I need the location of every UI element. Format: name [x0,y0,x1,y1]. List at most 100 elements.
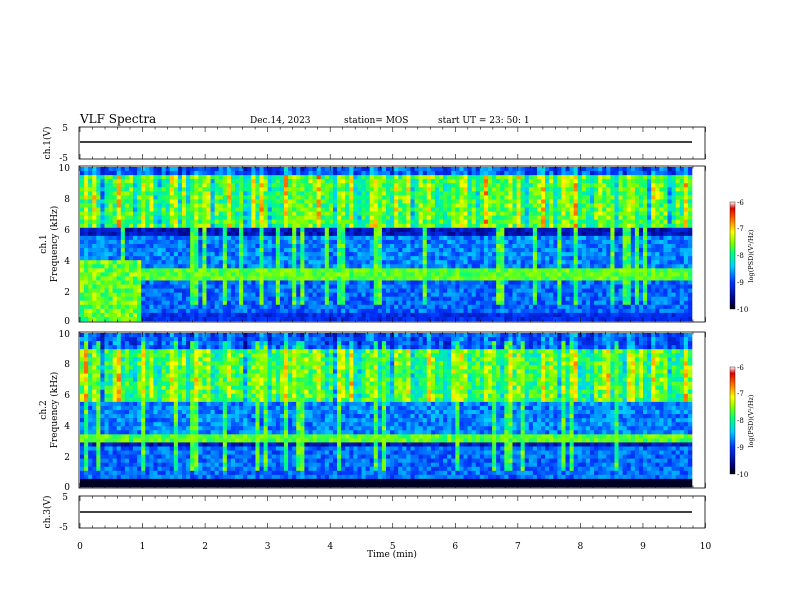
spectrogram-cell [182,227,187,233]
spectrogram-cell [328,316,334,322]
spectrogram-cell [116,187,122,192]
spectrogram-cell [108,260,113,265]
spectrogram-cell [512,284,517,289]
spectrogram-cell [516,195,521,200]
spectrogram-cell [284,300,289,306]
spectrogram-cell [332,284,338,289]
spectrogram-cell [255,211,260,216]
spectrogram-cell [116,308,122,314]
spectrogram-cell [528,260,534,265]
spectrogram-cell [443,264,448,269]
spectrogram-cell [288,256,293,261]
spectrogram-cell [475,308,481,314]
spectrogram-cell [153,211,158,216]
spectrogram-cell [394,203,399,208]
spectrogram-cell [463,264,468,269]
spectrogram-cell [455,252,460,257]
spectrogram-cell [398,252,403,257]
spectrogram-cell [137,244,142,249]
spectrogram-cell [512,260,517,265]
spectrogram-cell [500,312,505,318]
spectrogram-cell [124,248,130,253]
spectrogram-cell [483,203,489,208]
spectrogram-cell [271,227,277,233]
spectrogram-cell [349,231,354,237]
spectrogram-cell [528,288,534,293]
spectrogram-cell [386,191,391,196]
spectrogram-cell [577,280,583,285]
spectrogram-cell [561,272,566,277]
spectrogram-cell [341,264,346,269]
spectrogram-cell [365,231,370,237]
spectrogram-cell [337,227,342,233]
spectrogram-cell [345,219,350,225]
spectrogram-cell [271,195,277,200]
spectrogram-cell [410,223,415,229]
spectrogram-cell [137,207,142,212]
spectrogram-cell [520,304,526,310]
spectrogram-cell [230,256,236,261]
spectrogram-cell [357,191,362,196]
spectrogram-cell [157,227,162,233]
spectrogram-cell [447,280,452,285]
spectrogram-cell [451,191,456,196]
spectrogram-cell [108,171,113,176]
spectrogram-cell [606,316,611,322]
spectrogram-cell [504,268,509,273]
spectrogram-cell [308,288,313,293]
spectrogram-cell [381,244,387,249]
spectrogram-cell [92,167,97,172]
spectrogram-cell [569,272,574,277]
spectrogram-cell [496,280,501,285]
spectrogram-cell [361,248,366,253]
spectrogram-cell [541,252,546,257]
spectrogram-cell [532,187,538,192]
spectrogram-cell [145,316,150,322]
spectrogram-cell [247,268,252,273]
spectrogram-cell [598,219,603,225]
spectrogram-cell [145,183,150,188]
spectrogram-cell [357,223,362,229]
spectrogram-cell [394,183,399,188]
spectrogram-cell [398,280,403,285]
spectrogram-cell [92,288,97,293]
spectrogram-cell [145,252,150,257]
spectrogram-cell [120,167,126,172]
spectrogram-cell [149,183,154,188]
spectrogram-cell [222,219,228,225]
spectrogram-cell [198,235,203,241]
spectrogram-cell [467,175,472,180]
spectrogram-cell [402,235,407,241]
spectrogram-cell [516,260,521,265]
spectrogram-cell [557,256,562,261]
spectrogram-cell [553,272,558,277]
spectrogram-cell [226,203,232,208]
spectrogram-cell [557,284,562,289]
spectrogram-cell [594,280,599,285]
spectrogram-cell [182,235,187,241]
spectrogram-cell [496,239,501,245]
spectrogram-cell [255,167,260,172]
spectrogram-cell [210,207,215,212]
spectrogram-cell [206,280,211,285]
spectrogram-cell [520,223,526,229]
spectrogram-cell [402,300,407,306]
spectrogram-cell [545,195,550,200]
spectrogram-cell [557,171,562,176]
spectrogram-cell [602,296,607,302]
spectrogram-cell [275,292,281,297]
spectrogram-cell [271,276,277,281]
spectrogram-cell [284,235,289,241]
spectrogram-cell [471,256,477,261]
spectrogram-cell [590,215,595,220]
spectrogram-cell [255,183,260,188]
spectrogram-cell [267,239,273,245]
spectrogram-cell [308,272,313,277]
spectrogram-cell [594,203,599,208]
spectrogram-cell [145,304,150,310]
spectrogram-cell [124,207,130,212]
spectrogram-cell [373,171,379,176]
spectrogram-cell [492,171,497,176]
spectrogram-cell [369,219,375,225]
spectrogram-cell [239,207,244,212]
